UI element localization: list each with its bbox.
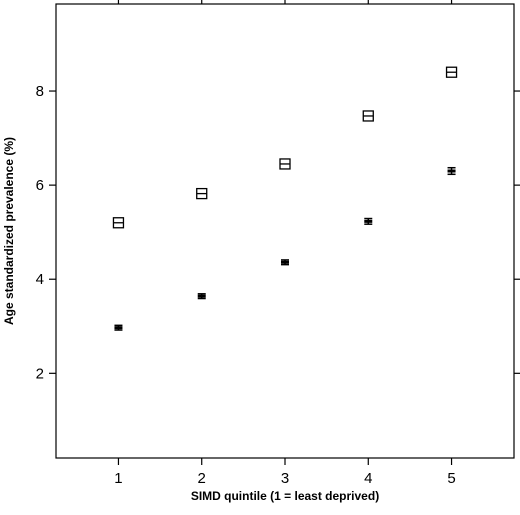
x-axis-label: SIMD quintile (1 = least deprived) — [191, 489, 379, 503]
data-point-series-2-q2 — [197, 293, 206, 300]
data-point-series-2-q5 — [447, 166, 456, 176]
x-tick-label: 4 — [364, 470, 372, 487]
data-point-series-2-q1 — [114, 324, 123, 331]
data-point-series-1-q5 — [445, 66, 458, 78]
plot-frame — [55, 3, 515, 459]
y-tick-label: 4 — [36, 271, 44, 288]
y-axis-label: Age standardized prevalence (%) — [2, 137, 16, 325]
x-tick-label: 3 — [281, 470, 289, 487]
data-points — [112, 66, 458, 331]
tick-labels: 1 2 3 4 5 2 4 6 8 — [36, 83, 456, 487]
data-point-series-1-q2 — [196, 187, 208, 200]
data-point-series-1-q1 — [112, 217, 125, 229]
x-tick-label: 1 — [114, 470, 122, 487]
data-point-series-1-q3 — [279, 158, 291, 170]
data-point-series-2-q4 — [364, 217, 373, 225]
y-tick-label: 6 — [36, 177, 44, 194]
y-tick-label: 8 — [36, 83, 44, 100]
x-tick-label: 2 — [198, 470, 206, 487]
y-tick-label: 2 — [36, 365, 44, 382]
data-point-series-2-q3 — [281, 259, 289, 266]
x-tick-label: 5 — [447, 470, 455, 487]
data-point-series-1-q4 — [362, 110, 374, 122]
